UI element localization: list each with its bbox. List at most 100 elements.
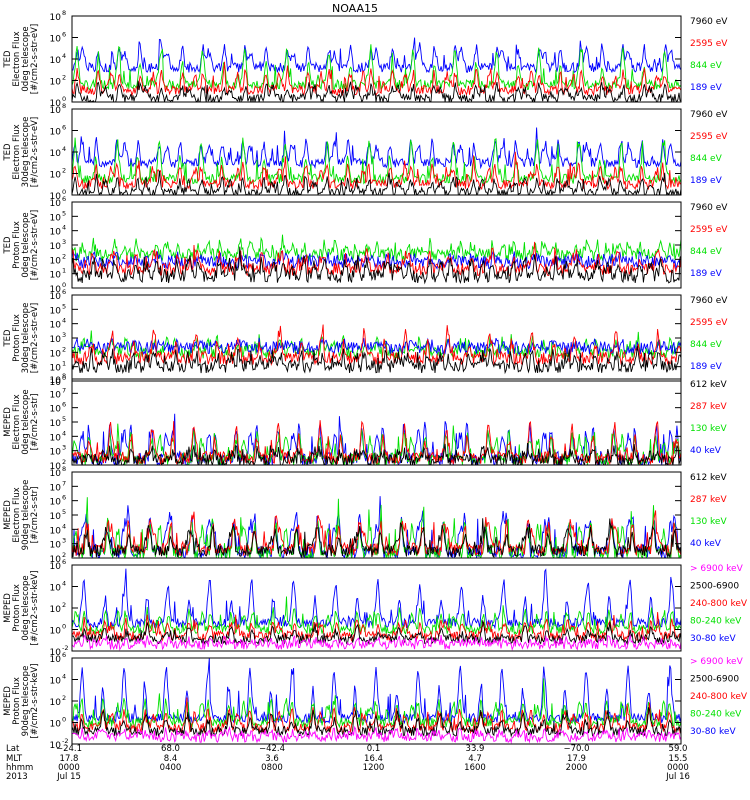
y-tick-exponent: 0	[62, 95, 66, 103]
y-tick-exponent: 4	[62, 673, 66, 681]
y-tick-label: 10	[50, 677, 62, 687]
y-tick-exponent: -2	[62, 644, 68, 652]
legend-entry: 7960 eV	[690, 296, 728, 306]
y-tick-exponent: 4	[62, 522, 66, 530]
x-tick-label-mlt: 8.4	[164, 754, 178, 764]
series-line-magenta	[72, 634, 681, 651]
y-axis-label-line: TED	[3, 236, 13, 255]
y-tick-exponent: 0	[62, 623, 66, 631]
x-tick-label-date: Jul 15	[56, 772, 81, 782]
y-tick-label: 10	[50, 483, 62, 493]
y-axis-label-line: 30deg telescope	[21, 303, 31, 374]
y-axis-label-line: [#/cm2-s-str-eV]	[30, 117, 40, 187]
y-axis-label: MEPED Electron Flux 0deg telescope [#/cm2-s…	[3, 389, 40, 454]
legend-entry: 2595 eV	[690, 225, 728, 235]
y-tick-label: 10	[50, 698, 62, 708]
x-tick-label-hhmm: 0800	[261, 763, 283, 773]
x-tick-label-lat: 68.0	[161, 744, 180, 754]
y-tick-label: 10	[50, 378, 62, 388]
legend-entry: 844 eV	[690, 247, 723, 257]
series-line-red	[72, 61, 681, 97]
legend-entry: 612 keV	[690, 380, 727, 390]
legend-entry: 80-240 keV	[690, 617, 742, 627]
y-tick-exponent: 2	[62, 694, 66, 702]
legend-entry: 7960 eV	[690, 17, 728, 27]
legend-entry: 7960 eV	[690, 203, 728, 213]
y-tick-label: 10	[50, 433, 62, 443]
y-tick-label: 10	[50, 321, 62, 331]
y-axis-label: TED Electron Flux 30deg telescope [#/cm2-s-…	[3, 117, 40, 188]
series-line-green	[72, 596, 681, 636]
x-tick-label-mlt: 17.9	[567, 754, 586, 764]
y-axis-label-line: MEPED	[3, 407, 13, 437]
series-line-black	[72, 707, 681, 738]
y-axis-label: TED Proton Flux 30deg telescope [#/cm2-s-st…	[3, 303, 40, 374]
y-tick-label: 10	[50, 306, 62, 316]
legend-entry: 7960 eV	[690, 110, 728, 120]
legend-entry: 844 eV	[690, 61, 723, 71]
y-tick-exponent: 4	[62, 317, 66, 325]
y-axis-label-line: TED	[3, 143, 13, 162]
legend-entry: 40 keV	[690, 539, 722, 549]
y-axis-label-line: Proton Flux	[12, 584, 22, 632]
y-axis-label-line: TED	[3, 50, 13, 69]
legend-entry: 189 eV	[690, 176, 723, 186]
y-tick-exponent: 2	[62, 601, 66, 609]
y-axis-label-line: MEPED	[3, 593, 13, 623]
y-tick-label: 10	[50, 364, 62, 374]
y-axis-label-line: 0deg telescope	[21, 389, 31, 454]
y-tick-label: 10	[50, 648, 62, 658]
y-tick-label: 10	[50, 292, 62, 302]
x-tick-label-lat: −70.0	[563, 744, 589, 754]
x-tick-label-hhmm: 1200	[363, 763, 385, 773]
series-line-red	[72, 324, 681, 366]
y-tick-label: 10	[50, 376, 62, 386]
y-tick-exponent: 4	[62, 224, 66, 232]
x-tick-label-hhmm: 2000	[566, 763, 588, 773]
legend-entry: 844 eV	[690, 154, 723, 164]
series-line-blue	[72, 337, 681, 356]
legend-entry: 2595 eV	[690, 39, 728, 49]
x-tick-label-mlt: 15.5	[669, 754, 688, 764]
y-axis-label-line: Electron Flux	[12, 124, 22, 179]
y-tick-exponent: 4	[62, 52, 66, 60]
y-tick-label: 10	[50, 605, 62, 615]
y-tick-label: 10	[50, 562, 62, 572]
y-tick-label: 10	[50, 13, 62, 23]
series-line-magenta	[72, 725, 681, 744]
y-tick-exponent: 0	[62, 716, 66, 724]
y-tick-label: 10	[50, 271, 62, 281]
x-row-label: 2013	[6, 772, 28, 782]
y-tick-exponent: 4	[62, 429, 66, 437]
y-axis-label-line: 90deg telescope	[21, 666, 31, 737]
y-tick-exponent: 0	[62, 374, 66, 382]
x-tick-label-mlt: 3.6	[265, 754, 279, 764]
y-axis-label-line: MEPED	[3, 686, 13, 716]
y-axis-label-line: Proton Flux	[12, 314, 22, 362]
y-tick-exponent: 6	[62, 124, 66, 132]
series-line-red	[72, 151, 681, 191]
legend-entry: 40 keV	[690, 446, 722, 456]
legend-entry: 2500-6900	[690, 675, 739, 685]
legend-entry: 30-80 keV	[690, 727, 736, 737]
y-axis-label-line: [#/cm2-s-str-keV]	[30, 571, 40, 646]
y-tick-label: 10	[50, 99, 62, 109]
y-tick-label: 10	[50, 390, 62, 400]
y-tick-label: 10	[50, 498, 62, 508]
y-tick-exponent: 5	[62, 415, 66, 423]
y-axis-label-line: [#/cm2-s-str]	[30, 394, 40, 451]
y-tick-exponent: 8	[62, 465, 66, 473]
legend-entry: 130 keV	[690, 517, 727, 527]
y-tick-exponent: 6	[62, 288, 66, 296]
y-tick-label: 10	[50, 256, 62, 266]
x-tick-label-hhmm: 0000	[58, 763, 80, 773]
series-line-black	[72, 442, 681, 465]
y-axis-label-line: Proton Flux	[12, 221, 22, 269]
y-axis-label-line: Electron Flux	[12, 394, 22, 449]
x-tick-label-lat: −42.4	[259, 744, 285, 754]
y-tick-label: 10	[50, 128, 62, 138]
y-axis-label: TED Electron Flux 0deg telescope [#/cm2-s-s…	[3, 24, 40, 94]
